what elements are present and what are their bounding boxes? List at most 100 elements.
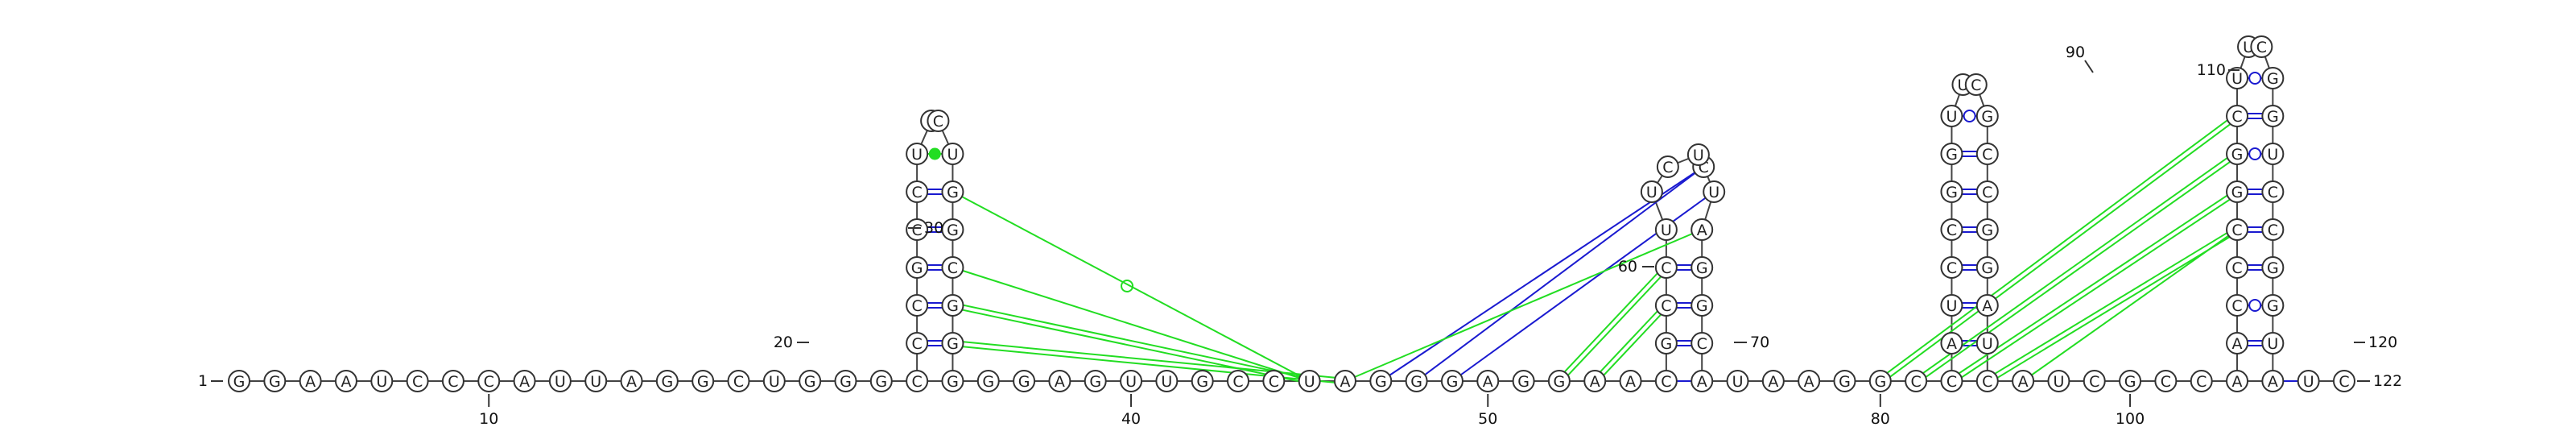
nucleotide-letter: A: [1697, 222, 1707, 239]
nucleotide-letter: U: [555, 373, 566, 391]
nucleotide-letter: G: [911, 259, 923, 277]
nucleotide-letter: U: [911, 146, 923, 164]
nucleotide: A: [2012, 370, 2035, 392]
position-number: 80: [1871, 394, 1890, 427]
nucleotide-letter: C: [2231, 108, 2242, 126]
nucleotide: U: [762, 370, 786, 392]
nucleotide: U: [1640, 180, 1663, 203]
nucleotide-letter: G: [1375, 373, 1387, 391]
nucleotide-letter: C: [1971, 77, 1981, 94]
nucleotide-letter: A: [2018, 373, 2029, 391]
nucleotide: C: [1940, 218, 1963, 241]
position-number-label: 120: [2368, 334, 2397, 351]
nucleotide-letter: G: [947, 373, 959, 391]
nucleotide: C: [1940, 256, 1963, 279]
nucleotide-letter: G: [1946, 146, 1958, 164]
position-number: 50: [1478, 394, 1497, 427]
nucleotide: A: [1690, 218, 1714, 241]
nucleotide-letter: G: [269, 373, 281, 391]
nucleotide: A: [299, 370, 322, 392]
nucleotide-letter: U: [1732, 373, 1744, 391]
nucleotide: U: [2047, 370, 2070, 392]
position-number-label: 90: [2066, 44, 2085, 61]
nucleotide: G: [1512, 370, 1535, 392]
nucleotide: G: [2261, 105, 2285, 127]
nucleotide-letter: C: [1910, 373, 1921, 391]
nucleotide: G: [2261, 67, 2285, 89]
nucleotide-letter: G: [875, 373, 887, 391]
position-number-label: 70: [1750, 334, 1769, 351]
position-number: 120: [2354, 334, 2397, 351]
nucleotide: C: [1654, 370, 1678, 392]
nucleotide-letter: G: [1946, 184, 1958, 201]
nucleotide: C: [1654, 256, 1678, 279]
nucleotide-letter: C: [484, 373, 494, 391]
nucleotide-letter: G: [1874, 373, 1886, 391]
nucleotide: G: [1940, 180, 1963, 203]
nucleotide: G: [691, 370, 715, 392]
nucleotide: U: [2261, 332, 2285, 354]
nucleotide-letter: C: [911, 373, 922, 391]
position-number-label: 110: [2197, 61, 2226, 79]
position-number-label: 50: [1478, 410, 1497, 427]
nucleotide-letter: A: [1483, 373, 1493, 391]
nucleotide: A: [2226, 370, 2249, 392]
position-number-label: 60: [1618, 258, 1637, 276]
nucleotide: G: [1369, 370, 1393, 392]
nucleotide-letter: G: [697, 373, 709, 391]
nucleotide-letter: U: [1661, 222, 1672, 239]
nucleotide: C: [906, 218, 929, 241]
nucleotide-letter: G: [947, 335, 959, 353]
nucleotide: A: [2226, 332, 2249, 354]
position-number: 100: [2116, 394, 2145, 427]
nucleotide-letter: C: [1662, 159, 1673, 176]
nucleotide: C: [2261, 218, 2285, 241]
nucleotide: C: [727, 370, 750, 392]
nucleotide: A: [1798, 370, 1821, 392]
nucleotide: G: [941, 294, 964, 317]
nucleotide-letter: U: [590, 373, 601, 391]
nucleotide-letter: A: [1697, 373, 1707, 391]
position-number: 70: [1734, 334, 1769, 351]
nucleotide: C: [2226, 256, 2249, 279]
nucleotide: G: [263, 370, 287, 392]
position-number-label: 122: [2373, 372, 2402, 390]
backbone-lines: [239, 46, 2344, 382]
nucleotide-letter: U: [376, 373, 387, 391]
nucleotide: U: [2297, 370, 2320, 392]
nucleotide: G: [941, 180, 964, 203]
nucleotide: C: [927, 110, 950, 132]
position-number: 1: [198, 372, 223, 390]
nucleotide: G: [834, 370, 857, 392]
position-number: 122: [2357, 372, 2402, 390]
hairpin1-pair-symbol: [928, 147, 941, 160]
nucleotide-letter: G: [1447, 373, 1459, 391]
nucleotide-letter: G: [1839, 373, 1851, 391]
nucleotide: C: [2261, 180, 2285, 203]
nucleotide: G: [655, 370, 679, 392]
nucleotide-letter: C: [2196, 373, 2207, 391]
nucleotide: U: [1975, 332, 1999, 354]
nucleotide: G: [799, 370, 822, 392]
nucleotide-letter: C: [1946, 222, 1957, 239]
nucleotide: G: [1975, 256, 1999, 279]
nucleotide: C: [1227, 370, 1250, 392]
nucleotide-letter: A: [1055, 373, 1065, 391]
position-number-label: 80: [1871, 410, 1890, 427]
position-number-label: 1: [198, 372, 208, 390]
nucleotide-letter: G: [2267, 259, 2279, 277]
nucleotide-letter: G: [2267, 297, 2279, 315]
nucleotide-letter: A: [2232, 335, 2243, 353]
nucleotide-letter: U: [2267, 335, 2278, 353]
nucleotide-letter: C: [2231, 259, 2242, 277]
nucleotide: G: [1013, 370, 1036, 392]
nucleotide-letter: C: [1269, 373, 1279, 391]
nucleotide-letter: A: [305, 373, 316, 391]
nucleotide-letter: U: [1304, 373, 1315, 391]
nucleotide: G: [1833, 370, 1856, 392]
nucleotide-letter: G: [1981, 259, 1993, 277]
nucleotide: G: [941, 218, 964, 241]
hairpin4-pair-symbol: [2248, 72, 2262, 85]
nucleotide: A: [1940, 332, 1963, 354]
